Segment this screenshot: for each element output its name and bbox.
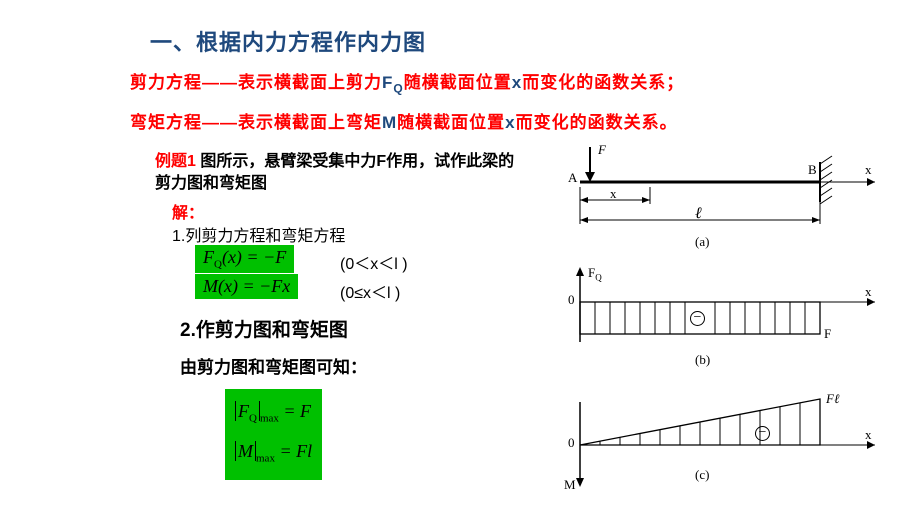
fig-a-F: F [598,142,606,158]
def2-c: 随横截面位置 [397,113,505,132]
def2-a: 弯矩方程——表示横截面上弯矩 [130,113,382,132]
fig-b-svg [560,262,890,377]
def2-d: x [505,113,515,132]
fig-a-label: (a) [695,234,709,250]
page-title: 一、根据内力方程作内力图 [150,25,426,57]
def2-e: 而变化的函数关系。 [516,113,678,132]
def2-b: M [382,113,397,132]
fig-a-svg [560,142,890,262]
fig-c-xaxis: x [865,427,872,443]
def-shear: 剪力方程——表示横截面上剪力FQ随横截面位置x而变化的函数关系； [130,68,684,95]
eq-max-block: FQmax = F Mmax = Fl [225,389,322,480]
fig-c-origin: 0 [568,435,575,451]
fig-b: FQ 0 F x − (b) [560,262,890,377]
eq-m: M(x) = −Fx [195,274,298,299]
fig-c-axis: M [564,477,576,493]
fig-b-origin: 0 [568,292,575,308]
fig-c-svg [560,377,890,507]
example-label: 例题1 [155,153,196,170]
fig-a-xaxis: x [865,162,872,178]
def1-d: x [512,73,522,92]
eq-fq: FQ(x) = −F [195,245,294,273]
example-text: 例题1 图所示，悬臂梁受集中力F作用，试作此梁的剪力图和弯矩图 [155,151,525,195]
fig-b-value: F [824,326,831,342]
fig-b-label: (b) [695,352,710,368]
eq-m-text: M(x) = −Fx [203,276,290,296]
eq-max-m: Mmax = Fl [235,435,312,475]
def1-c: 随横截面位置 [404,73,512,92]
eq-max-fq: FQmax = F [235,395,312,435]
fig-c-label: (c) [695,467,709,483]
fig-c: 0 Fℓ x M − (c) [560,377,890,507]
solve-label: 解： [172,199,204,223]
fig-a-B: B [808,162,817,178]
fig-a-diml: ℓ [695,205,702,223]
def1-e: 而变化的函数关系； [522,73,684,92]
def1-bq: Q [393,81,403,95]
fig-b-minus: − [690,309,705,326]
def1-b: F [382,73,393,92]
cond2: (0≤x＜l ) [340,279,400,303]
def1-a: 剪力方程——表示横截面上剪力 [130,73,382,92]
def-moment: 弯矩方程——表示横截面上弯矩M随横截面位置x而变化的函数关系。 [130,108,678,133]
fig-a-dimx: x [610,186,617,202]
fig-b-axis: FQ [588,265,602,283]
example-body: 图所示，悬臂梁受集中力F作用，试作此梁的剪力图和弯矩图 [155,153,514,192]
fig-a-A: A [568,170,577,186]
eq-fq-text: FQ(x) = −F [203,247,286,267]
fig-a: F A B x x ℓ (a) [560,142,890,262]
figures: F A B x x ℓ (a) [560,142,890,512]
conclude: 由剪力图和弯矩图可知： [180,353,367,378]
step1: 1.列剪力方程和弯矩方程 [172,222,345,246]
step2: 2.作剪力图和弯矩图 [180,315,348,342]
fig-c-value: Fℓ [826,391,839,407]
fig-b-xaxis: x [865,284,872,300]
fig-c-minus: − [755,424,770,441]
cond1: (0＜x＜l ) [340,250,408,274]
